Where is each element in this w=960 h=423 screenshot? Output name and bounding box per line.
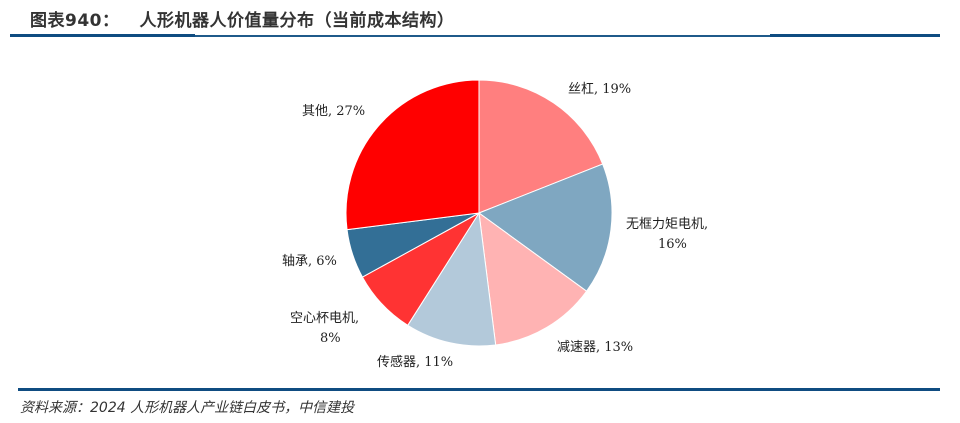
figure-title: 图表940： 人形机器人价值量分布（当前成本结构） bbox=[30, 6, 455, 31]
label-bearing: 轴承, 6% bbox=[282, 254, 337, 269]
header-rule bbox=[10, 34, 940, 37]
pie-slices bbox=[345, 79, 613, 347]
label-coreless-motor: 空心杯电机, bbox=[290, 311, 359, 326]
label-reducer: 减速器, 13% bbox=[557, 340, 633, 355]
figure-number: 图表940： bbox=[30, 11, 120, 31]
label-frameless-motor-pct: 16% bbox=[658, 237, 687, 252]
source-note: 资料来源：2024 人形机器人产业链白皮书，中信建投 bbox=[20, 400, 355, 416]
pie-slice-6 bbox=[345, 79, 480, 231]
pie-slice-1 bbox=[477, 163, 613, 292]
label-other: 其他, 27% bbox=[302, 104, 365, 119]
chart-title: 人形机器人价值量分布（当前成本结构） bbox=[139, 11, 455, 31]
label-sensor: 传感器, 11% bbox=[377, 354, 453, 370]
label-frameless-motor: 无框力矩电机, bbox=[626, 217, 708, 232]
label-screw: 丝杠, 19% bbox=[568, 81, 631, 97]
footer-rule bbox=[18, 388, 940, 391]
pie-slice-3 bbox=[407, 211, 497, 347]
pie-slice-2 bbox=[478, 211, 588, 346]
label-coreless-motor-pct: 8% bbox=[320, 331, 341, 346]
pie-slice-0 bbox=[478, 79, 604, 214]
